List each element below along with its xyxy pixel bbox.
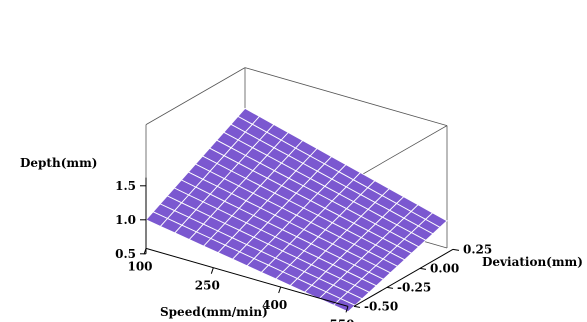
y-axis-title: Deviation(mm) (482, 255, 583, 269)
z-tick-label: 0.5 (115, 247, 136, 261)
y-tick-label: -0.25 (397, 280, 431, 294)
y-tick-mark (452, 248, 460, 251)
x-tick-mark (210, 267, 214, 274)
x-tick-label: 100 (127, 259, 152, 273)
x-tick-label: 400 (262, 298, 287, 312)
box-edge (244, 67, 448, 126)
y-tick-label: 0.00 (430, 261, 459, 275)
y-tick-label: -0.50 (364, 299, 398, 313)
x-tick-label: 250 (195, 279, 220, 293)
response-surface (145, 107, 448, 313)
box-edge (145, 67, 246, 125)
box-edge (347, 125, 448, 183)
y-axis-line (353, 248, 454, 307)
y-tick-mark (353, 305, 361, 308)
y-tick-label: 0.25 (463, 242, 492, 256)
x-tick-label: 550 (329, 317, 354, 322)
x-tick-mark (345, 306, 349, 313)
z-axis-title: Depth(mm) (20, 156, 97, 170)
z-tick-label: 1.5 (115, 179, 136, 193)
tick-labels: 100 250 400 550 -0.50 -0.25 0.00 0.25 0.5 1.0 1.5 (115, 179, 492, 322)
x-axis-line (145, 247, 349, 307)
axes (145, 177, 454, 307)
y-tick-mark (386, 286, 394, 289)
y-tick-mark (419, 267, 427, 270)
z-tick-label: 1.0 (115, 213, 136, 227)
x-tick-mark (278, 286, 282, 294)
x-axis-title: Speed(mm/min) (160, 305, 268, 319)
